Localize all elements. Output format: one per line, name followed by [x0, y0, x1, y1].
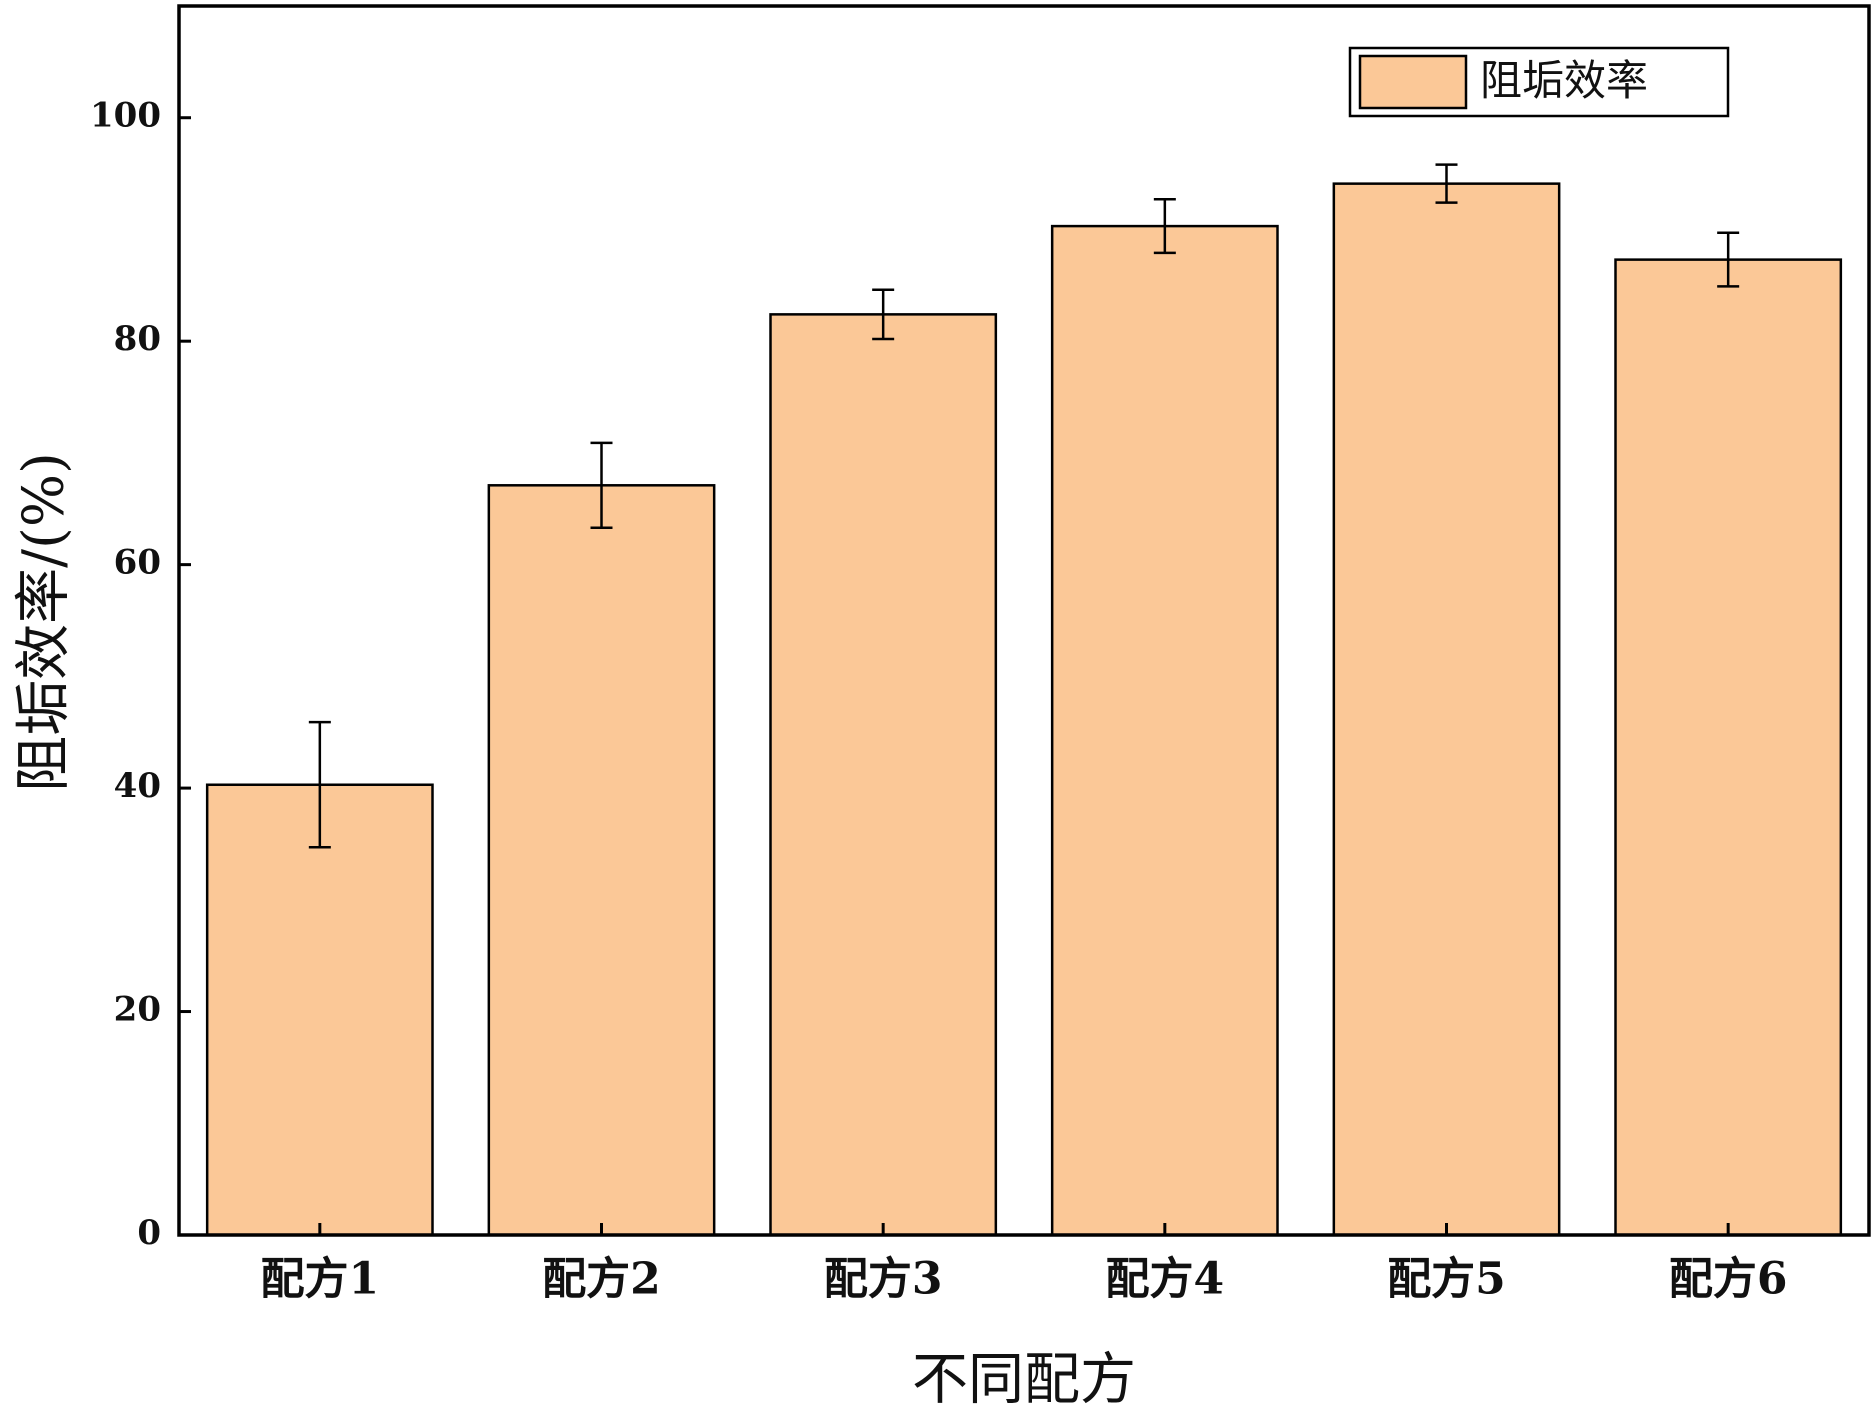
- x-axis-title: 不同配方: [912, 1348, 1136, 1413]
- x-tick-label: 配方5: [1387, 1254, 1506, 1305]
- x-tick-label: 配方3: [824, 1254, 943, 1305]
- bar: [769, 313, 998, 1237]
- y-tick-label: 60: [114, 543, 161, 583]
- x-tick-label: 配方2: [542, 1254, 661, 1305]
- y-tick-label: 40: [114, 766, 161, 806]
- y-tick-label: 0: [137, 1213, 161, 1253]
- y-tick-label: 100: [90, 96, 161, 136]
- x-tick-label: 配方1: [261, 1254, 380, 1305]
- legend-label: 阻垢效率: [1480, 56, 1648, 105]
- bar: [1332, 182, 1561, 1237]
- y-tick-label: 20: [114, 990, 161, 1030]
- x-tick-label: 配方6: [1669, 1254, 1788, 1305]
- bar: [1614, 258, 1843, 1237]
- plot-frame: [177, 4, 1871, 1237]
- bar: [487, 484, 716, 1237]
- legend-swatch: [1358, 54, 1468, 110]
- x-tick-label: 配方4: [1106, 1254, 1225, 1305]
- y-tick-label: 80: [114, 319, 161, 359]
- bar: [1050, 224, 1279, 1237]
- bar: [205, 783, 434, 1237]
- y-axis-title: 阻垢效率/(%): [12, 452, 77, 792]
